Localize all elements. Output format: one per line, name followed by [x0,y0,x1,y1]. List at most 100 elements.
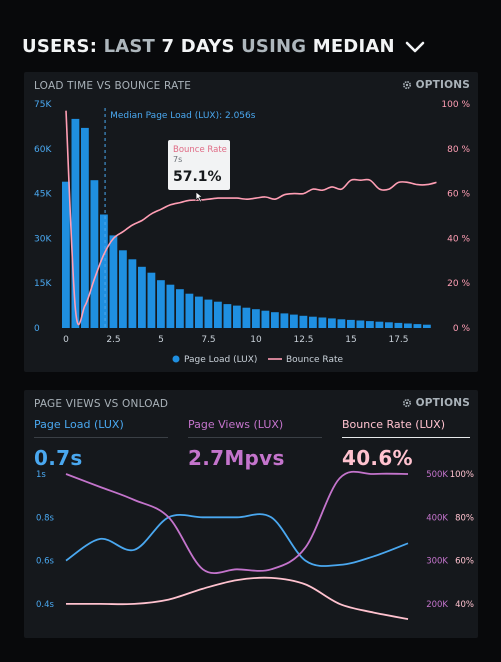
x-tick-label: 15 [345,335,356,345]
histogram-bar [176,289,184,328]
chevron-down-icon[interactable] [405,41,425,53]
histogram-bar [385,322,393,328]
header-days: 7 DAYS [161,36,235,57]
x-tick-label: 7.5 [201,335,215,345]
y-right-tick-label: 100% [450,470,474,480]
y-right-tick-label: 500K [426,470,448,480]
x-tick-label: 12.5 [293,335,313,345]
histogram-bar [204,299,213,328]
histogram-bar [62,181,70,328]
histogram-bar [233,305,241,328]
options-label: OPTIONS [415,397,470,409]
histogram-bar [318,317,327,328]
x-tick-label: 10 [250,335,262,345]
histogram-bar [328,318,336,328]
options-button[interactable]: OPTIONS [402,397,470,409]
y-tick-label: 30K [34,234,52,244]
options-button[interactable]: OPTIONS [402,79,470,91]
y-right-tick-label: 400K [426,513,448,523]
y-right-tick-label: 80 % [447,145,470,155]
y-right-tick-label: 60 % [447,190,470,200]
x-tick-label: 17.5 [388,335,408,345]
histogram-bar [423,324,431,328]
page-header[interactable]: USERS: LAST 7 DAYS USING MEDIAN [22,36,425,57]
histogram-bar [366,321,374,328]
histogram-bar [157,280,165,328]
histogram-bar [166,284,175,328]
histogram-bar [337,319,346,328]
y-right-tick-label: 40 % [447,234,470,244]
histogram-bar [223,304,232,328]
histogram-bar [119,250,127,328]
y-tick-label: 45K [34,190,52,200]
metric-page-views[interactable]: Page Views (LUX) 2.7Mpvs [188,418,322,470]
metric-page-load[interactable]: Page Load (LUX) 0.7s [34,418,168,470]
metric-label: Bounce Rate (LUX) [342,418,446,431]
histogram-bar [413,324,422,328]
bounce-rate-line [66,576,409,620]
histogram-bar [138,266,146,328]
histogram-bar [375,321,384,328]
y-tick-label: 1s [36,470,46,480]
page-views-chart: 0.4s 0.6s 0.8s 1s 200K 300K 400K 500K 40% 60% 80% 1… [36,470,474,620]
y-tick-label: 15K [34,279,52,289]
y-right-tick-label: 0 % [453,324,471,334]
histogram-bar [185,293,194,328]
histogram-bar [71,118,80,329]
x-tick-label: 5 [158,335,164,345]
gear-icon [402,80,411,90]
load-time-panel: LOAD TIME VS BOUNCE RATE OPTIONS 0 15K 30K… [24,72,478,372]
metric-bounce-rate[interactable]: Bounce Rate (LUX) 40.6% [342,418,470,470]
x-tick-label: 2.5 [106,335,120,345]
histogram-bar [394,322,403,328]
y-tick-label: 0.6s [36,557,55,567]
header-using: USING [241,36,307,57]
load-time-chart: 0 15K 30K 45K 60K 75K 0 % 20 % 40 % 60 % 80 % 100 %… [34,100,471,365]
metric-value: 2.7Mpvs [188,446,285,470]
histogram-bar [147,272,156,328]
metric-value: 0.7s [34,446,83,470]
legend-bars-icon [172,355,180,363]
y-tick-label: 0.8s [36,513,55,523]
y-right-tick-label: 200K [426,600,448,610]
options-label: OPTIONS [415,79,470,91]
histogram-bar [309,316,317,328]
legend-bars-label: Page Load (LUX) [184,355,257,365]
histogram-bar [128,259,137,328]
y-right-tick-label: 300K [426,557,448,567]
metric-label: Page Load (LUX) [34,418,124,431]
histogram-bar [195,296,203,328]
histogram-bar [81,127,89,329]
gear-icon [402,398,411,408]
panel-title: PAGE VIEWS VS ONLOAD [34,398,169,410]
page-views-panel: PAGE VIEWS VS ONLOAD OPTIONS Page Load (… [24,390,478,638]
y-right-tick-label: 60% [455,557,474,567]
tooltip-value: 57.1% [173,169,222,185]
y-right-tick-label: 100 % [441,100,470,110]
metric-value: 40.6% [342,446,413,470]
y-tick-label: 0 [34,324,40,334]
page-views-line [65,470,409,574]
y-right-tick-label: 80% [455,513,474,523]
histogram-bar [356,320,365,328]
legend-line-label: Bounce Rate [286,355,344,365]
y-right-tick-label: 20 % [447,279,470,289]
histogram-bar [261,310,270,328]
histogram-bar [90,180,99,328]
x-tick-label: 0 [63,335,69,345]
page-load-line [65,513,409,567]
histogram-bar [252,309,260,328]
panel-title: LOAD TIME VS BOUNCE RATE [34,80,192,92]
cursor-icon [195,191,204,203]
header-median: MEDIAN [312,36,395,57]
histogram-bar [100,214,108,328]
tooltip-x: 7s [173,155,182,164]
metric-label: Page Views (LUX) [188,418,284,431]
tooltip-title: Bounce Rate [173,145,227,155]
histogram-bar [271,312,279,328]
histogram-bar [280,313,289,328]
bounce-rate-line [65,110,437,326]
y-right-tick-label: 40% [455,600,474,610]
histogram-bar [109,235,118,328]
histogram-bar [290,314,298,328]
